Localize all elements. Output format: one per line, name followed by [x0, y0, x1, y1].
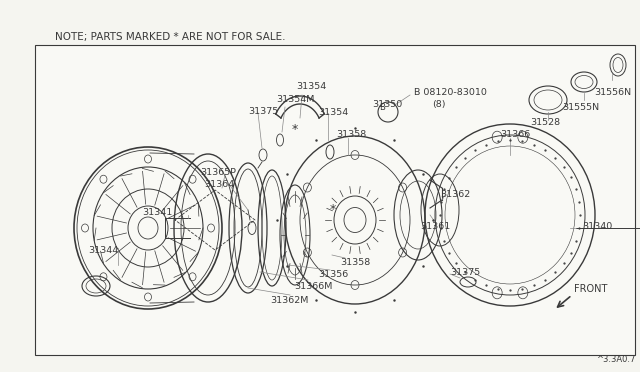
Text: *: * [330, 203, 336, 217]
Text: 31358: 31358 [336, 130, 366, 139]
Text: 31555N: 31555N [562, 103, 599, 112]
Text: 31350: 31350 [372, 100, 403, 109]
Text: 31354: 31354 [296, 82, 326, 91]
Text: 31354M: 31354M [276, 95, 314, 104]
Text: 31365P: 31365P [200, 168, 236, 177]
Text: 31556N: 31556N [594, 88, 631, 97]
Text: (8): (8) [432, 100, 445, 109]
Text: 31361: 31361 [420, 222, 451, 231]
Text: *: * [292, 124, 298, 137]
Text: 31366M: 31366M [294, 282, 332, 291]
Text: ^3.3A0.7: ^3.3A0.7 [596, 355, 636, 364]
Text: 31362M: 31362M [270, 296, 308, 305]
Text: 31341: 31341 [142, 208, 172, 217]
Text: 31358: 31358 [340, 258, 371, 267]
Text: 31366: 31366 [500, 130, 531, 139]
Text: 31344: 31344 [88, 246, 118, 255]
Text: 31362: 31362 [440, 190, 470, 199]
Text: 31354: 31354 [318, 108, 348, 117]
Text: 31375: 31375 [450, 268, 480, 277]
Text: NOTE; PARTS MARKED * ARE NOT FOR SALE.: NOTE; PARTS MARKED * ARE NOT FOR SALE. [55, 32, 285, 42]
Text: 31356: 31356 [318, 270, 348, 279]
Text: B 08120-83010: B 08120-83010 [414, 88, 487, 97]
Text: 31528: 31528 [530, 118, 560, 127]
Text: 31375: 31375 [248, 107, 278, 116]
Text: B: B [379, 103, 385, 112]
Text: 31364: 31364 [204, 180, 234, 189]
Text: 31340: 31340 [582, 222, 612, 231]
Text: FRONT: FRONT [574, 284, 607, 294]
Bar [35, 45, 635, 355]
